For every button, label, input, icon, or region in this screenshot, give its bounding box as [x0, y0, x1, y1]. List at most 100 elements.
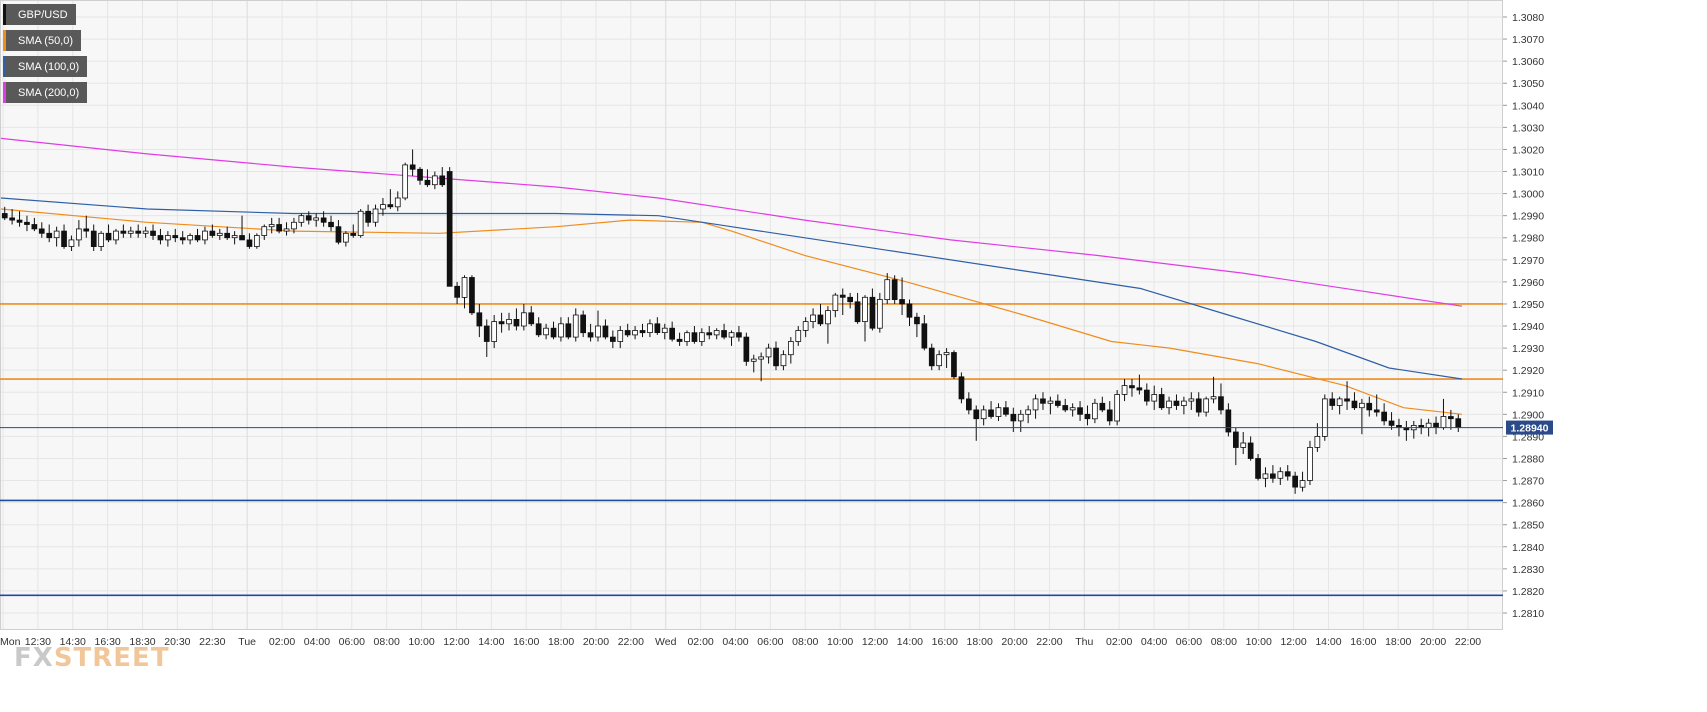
x-tick-label: 10:00 — [1246, 636, 1272, 648]
x-tick-label: Wed — [655, 636, 677, 648]
plot-background — [0, 0, 1503, 630]
x-tick-label: 02:00 — [687, 636, 713, 648]
x-tick-label: 22:30 — [199, 636, 225, 648]
candle-body — [1247, 442, 1254, 459]
candle-body — [914, 316, 920, 325]
legend: GBP/USD SMA (50,0) SMA (100,0) SMA (200,… — [3, 4, 88, 108]
legend-label: SMA (200,0) — [18, 86, 80, 99]
candle-body — [506, 318, 512, 325]
legend-item-sma100[interactable]: SMA (100,0) — [3, 56, 88, 77]
y-tick-label: 1.2850 — [1512, 520, 1544, 532]
candle-body — [53, 230, 60, 239]
candle-body — [1359, 402, 1365, 409]
x-tick-label: 16:00 — [1350, 636, 1376, 648]
candle-body — [558, 323, 564, 338]
y-tick-label: 1.3050 — [1512, 78, 1544, 90]
candle-body — [684, 332, 690, 342]
candle-body — [1336, 398, 1343, 406]
candle-body — [802, 321, 809, 331]
candle-body — [476, 312, 483, 327]
candle-body — [1433, 422, 1439, 429]
x-tick-label: 06:00 — [1176, 636, 1202, 648]
y-tick-label: 1.2960 — [1512, 277, 1544, 289]
legend-item-sma50[interactable]: SMA (50,0) — [3, 30, 82, 51]
candle-body — [1181, 400, 1187, 406]
candle-body — [98, 232, 104, 247]
x-tick-label: 12:00 — [443, 636, 469, 648]
candle-body — [535, 323, 542, 336]
candle-body — [31, 224, 38, 230]
candle-body — [328, 221, 334, 228]
candle-body — [943, 352, 950, 356]
y-tick-label: 1.3000 — [1512, 189, 1544, 201]
legend-item-gbpusd[interactable]: GBP/USD — [3, 4, 76, 25]
candle-body — [617, 330, 624, 342]
x-tick-label: 22:00 — [1455, 636, 1481, 648]
candle-body — [90, 230, 97, 248]
candle-body — [1121, 385, 1128, 395]
legend-swatch — [3, 30, 6, 51]
candle-body — [973, 409, 980, 420]
x-tick-label: 22:00 — [618, 636, 644, 648]
candle-body — [1455, 418, 1462, 428]
candle-body — [46, 232, 53, 239]
candle-body — [142, 230, 149, 234]
candle-body — [936, 354, 943, 367]
candle-body — [1084, 413, 1091, 420]
candle-body — [780, 354, 787, 367]
candle-body — [1255, 458, 1261, 479]
y-tick-label: 1.2860 — [1512, 498, 1544, 510]
y-tick-label: 1.3010 — [1512, 167, 1544, 179]
candle-body — [832, 294, 839, 312]
candle-body — [706, 332, 713, 336]
x-tick-label: 10:00 — [408, 636, 434, 648]
candle-body — [765, 347, 772, 358]
candle-body — [1440, 416, 1447, 428]
candle-body — [595, 325, 601, 338]
candle-body — [966, 398, 972, 411]
candle-body — [854, 301, 861, 323]
candle-body — [773, 347, 779, 367]
candle-body — [543, 327, 549, 336]
candle-body — [795, 330, 802, 342]
candle-body — [209, 230, 216, 236]
y-tick-label: 1.2870 — [1512, 476, 1544, 488]
x-tick-label: 20:00 — [1420, 636, 1446, 648]
candle-body — [483, 325, 490, 342]
last-price-label: 1.28940 — [1511, 423, 1549, 435]
candle-body — [291, 221, 297, 230]
candle-body — [1, 213, 8, 219]
candle-body — [1425, 422, 1432, 429]
x-tick-label: 06:00 — [757, 636, 783, 648]
candle-body — [424, 179, 431, 186]
candle-body — [1448, 416, 1454, 420]
candle-body — [1218, 396, 1224, 411]
candle-body — [1077, 407, 1083, 415]
x-tick-label: 20:00 — [1001, 636, 1027, 648]
candle-body — [1322, 398, 1328, 437]
y-tick-label: 1.2930 — [1512, 343, 1544, 355]
y-tick-label: 1.2900 — [1512, 409, 1544, 421]
y-tick-label: 1.2950 — [1512, 299, 1544, 311]
candle-body — [365, 210, 372, 223]
candle-body — [654, 323, 661, 333]
watermark-part2: STREET — [53, 643, 170, 673]
candle-body — [1055, 400, 1061, 406]
x-tick-label: 22:00 — [1036, 636, 1062, 648]
x-tick-label: 02:00 — [269, 636, 295, 648]
candle-body — [788, 341, 794, 356]
x-tick-label: 16:00 — [932, 636, 958, 648]
candle-body — [454, 285, 461, 298]
candle-body — [194, 235, 201, 241]
legend-item-sma200[interactable]: SMA (200,0) — [3, 82, 88, 103]
candle-body — [1203, 398, 1209, 413]
x-tick-label: 08:00 — [374, 636, 400, 648]
candle-body — [1329, 398, 1336, 406]
candle-body — [1069, 407, 1076, 411]
candle-body — [83, 228, 90, 232]
candle-body — [461, 277, 468, 298]
candle-body — [1240, 442, 1247, 448]
fxstreet-watermark-logo: FXSTREET — [14, 643, 170, 673]
